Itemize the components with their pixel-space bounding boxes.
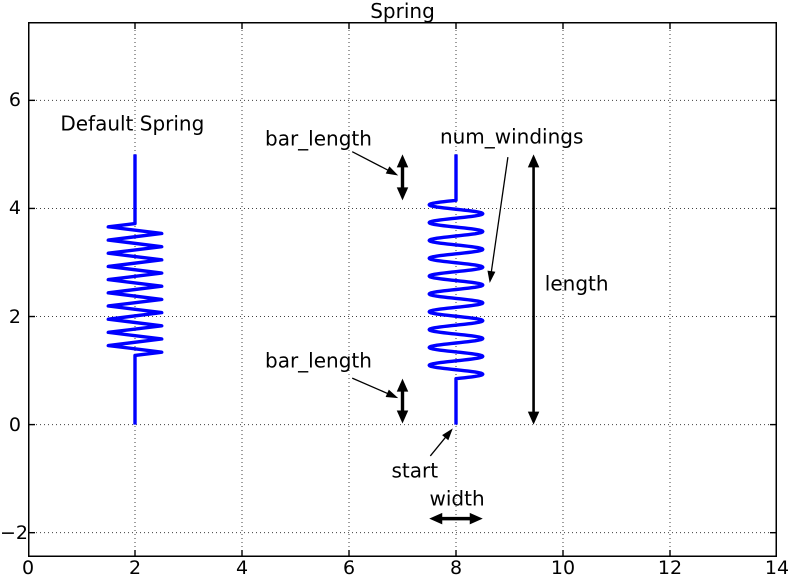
bar-length-top-arrow-head (396, 154, 409, 168)
start-pointer-head (442, 428, 453, 441)
x-tick-label: 2 (128, 557, 142, 577)
y-tick-label: 6 (8, 89, 21, 112)
x-tick-label: 8 (449, 557, 463, 577)
length-arrow-head (527, 154, 540, 168)
axes-spines (28, 22, 777, 557)
plot-canvas (28, 22, 777, 557)
bar-length-top-label: bar_length (265, 126, 372, 151)
bar-length-top-arrow-head (396, 187, 409, 201)
x-tick-label: 6 (342, 557, 356, 577)
x-tick-label: 4 (235, 557, 249, 577)
bar-length-bottom-arrow-head (396, 378, 409, 392)
width-label: width (429, 486, 485, 511)
x-tick-label: 12 (657, 557, 683, 577)
bar-length-top-pointer-head (385, 166, 399, 176)
num-windings-pointer (490, 157, 509, 274)
num-windings-label: num_windings (439, 124, 584, 149)
x-tick-label: 14 (764, 557, 788, 577)
bar-length-bottom-arrow-head (396, 410, 409, 424)
num-windings-pointer-head (487, 270, 496, 284)
x-tick-label: 0 (21, 557, 35, 577)
bar-length-bottom-pointer-head (385, 389, 399, 399)
y-tick-label: 0 (8, 413, 21, 436)
bar-length-top-pointer (351, 151, 390, 172)
start-label: start (391, 458, 439, 483)
default-spring (106, 154, 164, 425)
x-tick-label: 10 (550, 557, 576, 577)
bar-length-bottom-pointer (351, 377, 390, 395)
start-pointer (429, 435, 447, 457)
bar-length-bottom-label: bar_length (265, 348, 372, 373)
width-arrow-head (429, 512, 443, 525)
y-tick-label: 2 (8, 305, 21, 328)
default-spring-label: Default Spring (60, 111, 205, 136)
y-tick-label: 4 (8, 197, 21, 220)
chart-title: Spring (370, 0, 435, 23)
length-arrow-head (527, 411, 540, 425)
width-arrow-head (469, 512, 483, 525)
annotated-spring (427, 154, 485, 425)
length-label: length (544, 271, 609, 296)
y-tick-label: −2 (0, 521, 29, 544)
